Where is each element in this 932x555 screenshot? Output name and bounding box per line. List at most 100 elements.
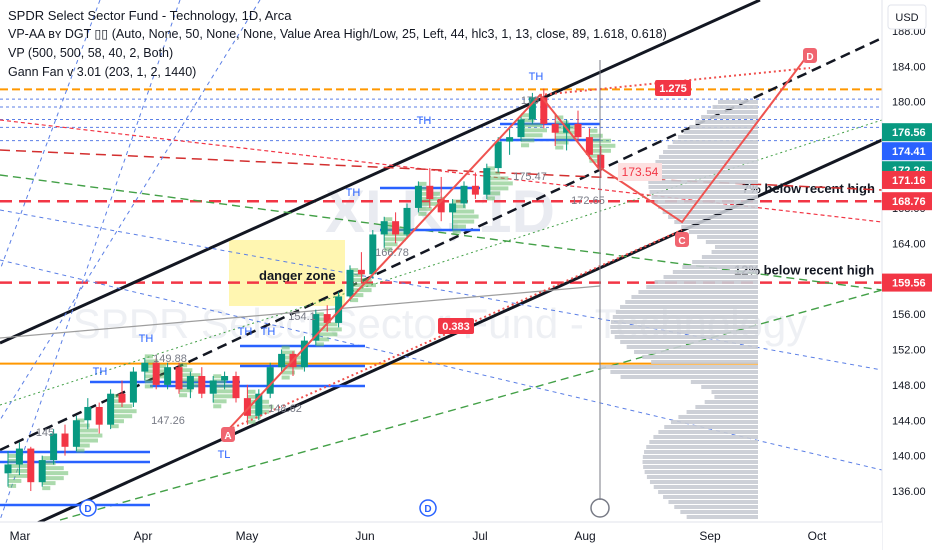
vp-histogram-bar [486, 191, 501, 196]
vp-histogram-bar [213, 399, 227, 404]
candle[interactable] [198, 367, 206, 399]
candle-body [357, 269, 365, 275]
vp-bar [610, 330, 758, 334]
wave-point-marker[interactable] [675, 232, 689, 247]
candle[interactable] [483, 163, 491, 200]
candle[interactable] [414, 181, 422, 213]
candle[interactable] [4, 451, 12, 487]
candle[interactable] [209, 376, 217, 403]
candle[interactable] [551, 115, 559, 146]
candle[interactable] [255, 389, 263, 421]
candle[interactable] [574, 110, 582, 142]
candle[interactable] [61, 424, 69, 456]
candle[interactable] [243, 384, 251, 425]
event-marker[interactable] [79, 499, 97, 517]
vp-histogram-bar [350, 298, 359, 303]
event-marker[interactable] [419, 499, 437, 517]
candle[interactable] [38, 455, 46, 487]
candle[interactable] [107, 389, 115, 430]
candle[interactable] [426, 168, 434, 208]
candle[interactable] [323, 305, 331, 332]
indicator-vp-aa[interactable]: VP-AA ʙʏ DGT ▯▯ (Auto, None, 50, None, N… [8, 27, 667, 41]
wave-point-marker[interactable] [803, 48, 817, 63]
candle[interactable] [300, 336, 308, 372]
vp-histogram-bar [486, 166, 495, 171]
candle[interactable] [357, 252, 365, 284]
lightning-marker[interactable] [590, 498, 610, 518]
candle[interactable] [27, 446, 35, 492]
vp-histogram-bar [384, 222, 398, 227]
currency-button[interactable] [887, 4, 927, 30]
candle[interactable] [15, 442, 23, 476]
candle-body [517, 119, 525, 138]
vp-histogram-bar [521, 133, 543, 138]
candle[interactable] [141, 358, 149, 381]
pivot-label: TL [218, 449, 231, 461]
candle[interactable] [471, 172, 479, 200]
candle[interactable] [278, 349, 286, 372]
candle[interactable] [585, 128, 593, 160]
wave-point-marker[interactable] [221, 427, 235, 442]
candle[interactable] [118, 380, 126, 407]
candle[interactable] [50, 429, 58, 465]
vp-histogram-bar [144, 379, 159, 384]
vp-bar [650, 170, 758, 174]
vp-histogram-bar [486, 186, 509, 191]
candle[interactable] [403, 203, 411, 239]
candle[interactable] [335, 291, 343, 328]
vp-histogram-bar [315, 337, 330, 342]
vp-bar [672, 140, 758, 144]
chart-legend: SPDR Select Sector Fund - Technology, 1D… [8, 6, 667, 82]
candle[interactable] [392, 212, 400, 244]
candle[interactable] [164, 362, 172, 390]
candle[interactable] [312, 309, 320, 346]
candle[interactable] [437, 176, 445, 222]
vp-bar [658, 430, 758, 434]
vp-histogram-bar [281, 365, 304, 370]
candle[interactable] [380, 216, 388, 248]
candle[interactable] [449, 199, 457, 231]
candle[interactable] [346, 265, 354, 301]
candle[interactable] [528, 92, 536, 124]
vp-bar [649, 480, 758, 484]
candle[interactable] [152, 358, 160, 390]
price-tick-label: 156.00 [892, 309, 926, 321]
candle[interactable] [221, 371, 229, 390]
candle[interactable] [175, 362, 183, 394]
vp-histogram-bar [521, 138, 535, 143]
candle[interactable] [460, 181, 468, 208]
candle[interactable] [266, 362, 274, 399]
vp-bar [697, 235, 758, 239]
vp-histogram-bar [8, 478, 22, 483]
vp-histogram-bar [110, 419, 124, 424]
price-badge-label-3: 171.16 [892, 175, 926, 187]
vp-histogram-bar [8, 473, 30, 478]
vp-histogram-bar [452, 224, 466, 229]
vp-histogram-bar [589, 133, 603, 138]
candle[interactable] [369, 230, 377, 279]
candle[interactable] [232, 371, 240, 403]
vp-histogram-bar [281, 375, 290, 380]
candle[interactable] [517, 115, 525, 142]
vp-histogram-bar [144, 354, 153, 359]
indicator-vp[interactable]: VP (500, 500, 58, 40, 2, Both) [8, 46, 174, 60]
pivot-label: TH [261, 326, 276, 338]
indicator-gann-fan[interactable]: Gann Fan v 3.01 (203, 1, 2, 1440) [8, 65, 197, 79]
vp-bar [701, 115, 758, 119]
vp-histogram-bar [384, 237, 406, 242]
candle[interactable] [506, 128, 514, 155]
candle[interactable] [95, 402, 103, 434]
candle[interactable] [84, 398, 92, 430]
candle[interactable] [494, 137, 502, 173]
candle[interactable] [597, 145, 605, 177]
candle[interactable] [129, 367, 137, 407]
vp-histogram-bar [213, 374, 222, 379]
candle[interactable] [186, 371, 194, 399]
vp-bar [689, 125, 758, 129]
candle-body [369, 234, 377, 275]
candle[interactable] [72, 415, 80, 452]
time-axis-bg [0, 522, 882, 550]
projection-path [600, 51, 811, 224]
candle[interactable] [540, 88, 548, 129]
